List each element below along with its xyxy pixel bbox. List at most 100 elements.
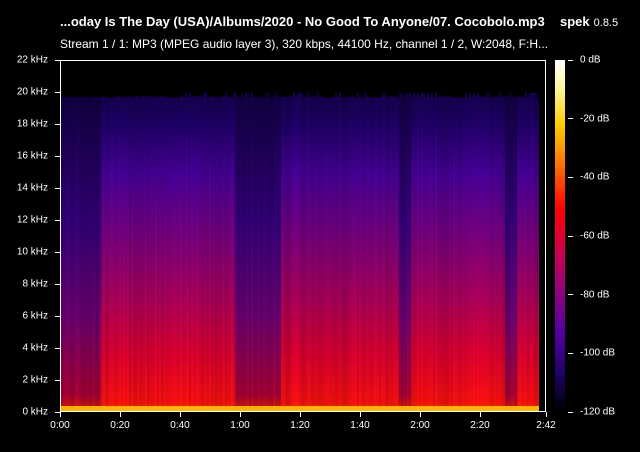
spectrogram-column xyxy=(285,96,287,411)
spectrogram-column xyxy=(249,97,251,411)
spectrogram-column xyxy=(151,96,153,411)
spectrogram-column xyxy=(521,96,523,411)
colorbar-tick-label: 0 dB xyxy=(580,54,601,66)
spectrogram-column xyxy=(85,96,87,411)
x-tick-mark xyxy=(119,412,121,417)
spectrogram-column xyxy=(177,97,179,411)
app-brand: spek 0.8.5 xyxy=(560,14,618,29)
spectrogram-column xyxy=(343,97,345,411)
spectrogram-column xyxy=(353,97,355,411)
spectrogram-column xyxy=(319,96,321,411)
spectrogram-column xyxy=(417,92,419,411)
x-tick-mark xyxy=(419,412,421,417)
spectrogram-column xyxy=(65,97,67,411)
spectrogram-column xyxy=(447,96,449,411)
spectrogram-column xyxy=(509,92,511,411)
spectrogram-column xyxy=(435,92,437,411)
spectrogram-column xyxy=(101,96,103,411)
spectrogram-column xyxy=(167,97,169,411)
x-tick-mark xyxy=(359,412,361,417)
spectrogram-column xyxy=(489,97,491,411)
spectrogram-column xyxy=(237,96,239,411)
spectrogram-column xyxy=(131,97,133,411)
y-tick-label: 4 kHz xyxy=(22,342,48,354)
spectrogram-column xyxy=(407,92,409,411)
colorbar-tick-label: -40 dB xyxy=(580,171,610,183)
spectrogram-column xyxy=(321,96,323,411)
spectrogram-column xyxy=(433,97,435,411)
spectrogram-column xyxy=(365,92,367,411)
spectrogram-column xyxy=(531,92,533,411)
spectrogram-column xyxy=(143,96,145,411)
spectrogram-column xyxy=(503,96,505,411)
spectrogram-column xyxy=(81,96,83,411)
y-tick-label: 16 kHz xyxy=(16,150,48,162)
spectrogram-column xyxy=(89,97,91,411)
colorbar-tick-label: -120 dB xyxy=(580,406,616,418)
spectrogram-column xyxy=(75,97,77,411)
spectrogram-column xyxy=(211,96,213,411)
x-tick-mark xyxy=(479,412,481,417)
y-tick-mark xyxy=(55,347,60,349)
spectrogram-column xyxy=(399,92,401,411)
y-tick-label: 8 kHz xyxy=(22,278,48,290)
colorbar-tick-mark xyxy=(568,176,573,178)
spectrogram-column xyxy=(137,96,139,411)
colorbar-tick-label: -20 dB xyxy=(580,113,610,125)
spectrogram-column xyxy=(147,96,149,411)
spectrogram-column xyxy=(223,96,225,411)
spectrogram-column xyxy=(205,92,207,411)
spectrogram-column xyxy=(401,92,403,411)
spectrogram-column xyxy=(455,97,457,411)
spectrogram-column xyxy=(415,96,417,411)
spectrogram-column xyxy=(515,97,517,411)
spectrogram-column xyxy=(141,96,143,411)
spectrogram-column xyxy=(199,96,201,411)
spectrogram-column xyxy=(347,97,349,411)
spectrogram-column xyxy=(183,97,185,411)
spectrogram-column xyxy=(307,92,309,411)
spectrogram-column xyxy=(421,92,423,411)
file-title: ...oday Is The Day (USA)/Albums/2020 - N… xyxy=(60,14,545,29)
colorbar-tick-mark xyxy=(568,59,573,61)
spectrogram-column xyxy=(267,92,269,411)
x-tick-mark xyxy=(545,412,547,417)
spectrogram-column xyxy=(359,96,361,411)
spectrogram-column xyxy=(245,92,247,411)
colorbar-tick-mark xyxy=(568,118,573,120)
spectrogram-column xyxy=(217,97,219,411)
spectrogram-column xyxy=(243,96,245,411)
spectrogram-column xyxy=(69,96,71,411)
spectrogram-column xyxy=(71,97,73,411)
spectrogram-column xyxy=(145,96,147,411)
spectrogram-column xyxy=(295,96,297,411)
spectrogram-column xyxy=(393,96,395,411)
spectrogram-column xyxy=(405,92,407,411)
spectrogram-column xyxy=(463,97,465,411)
y-tick-label: 18 kHz xyxy=(16,118,48,130)
spectrogram-column xyxy=(163,96,165,411)
spectrogram-column xyxy=(513,96,515,411)
spectrogram-column xyxy=(159,96,161,411)
x-tick-mark xyxy=(239,412,241,417)
spectrogram-column xyxy=(77,96,79,411)
spectrogram-column xyxy=(149,96,151,411)
spectrogram-column xyxy=(275,92,277,411)
spectrogram-column xyxy=(497,96,499,411)
spectrogram-column xyxy=(505,96,507,411)
spectrogram-column xyxy=(491,97,493,411)
spectrogram-column xyxy=(287,96,289,411)
y-tick-label: 14 kHz xyxy=(16,182,48,194)
spectrogram-column xyxy=(395,97,397,411)
colorbar-tick-mark xyxy=(568,294,573,296)
spectrogram-column xyxy=(485,96,487,411)
spectrogram-column xyxy=(261,96,263,411)
spectrogram-column xyxy=(277,96,279,411)
spectrogram-column xyxy=(419,96,421,411)
spectrogram-column xyxy=(91,96,93,411)
spectrogram-column xyxy=(445,96,447,411)
stream-info: Stream 1 / 1: MP3 (MPEG audio layer 3), … xyxy=(60,37,549,51)
spectrogram-column xyxy=(171,97,173,411)
y-tick-label: 10 kHz xyxy=(16,246,48,258)
spectrogram-column xyxy=(155,96,157,411)
